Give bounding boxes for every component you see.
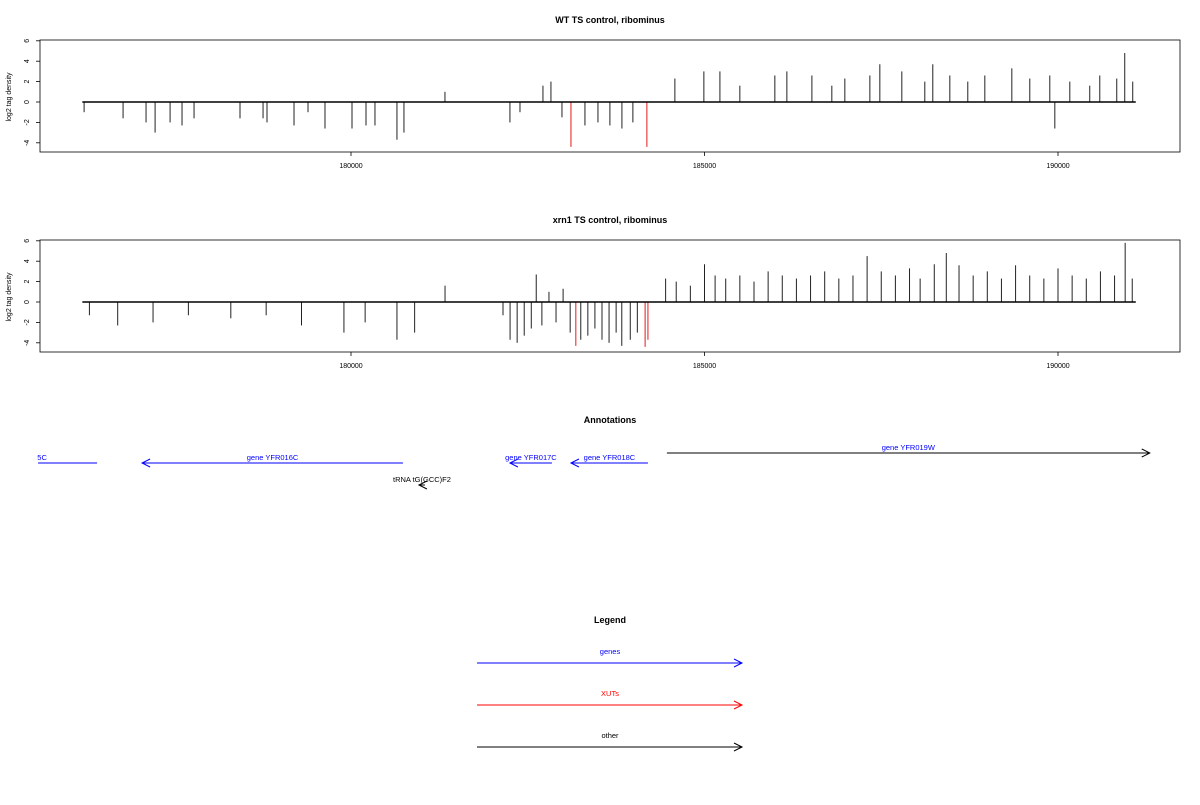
y-tick-label: -4	[24, 140, 31, 146]
feature-label: gene YFR019W	[882, 443, 936, 452]
wt-panel-title: WT TS control, ribominus	[555, 15, 665, 25]
xrn1-y-axis-label: log2 tag density	[6, 272, 13, 322]
wt-panel: WT TS control, ribominus log2 tag densit…	[6, 15, 1181, 170]
y-tick-label: 2	[24, 80, 31, 84]
y-tick-label: -2	[24, 119, 31, 125]
x-tick-label: 185000	[693, 363, 716, 370]
arrow-head-icon	[733, 742, 744, 752]
y-tick-label: 4	[24, 259, 31, 263]
annotations-title: Annotations	[584, 415, 637, 425]
arrow-head-icon	[508, 458, 519, 468]
y-tick-label: 0	[24, 300, 31, 304]
legend: Legend genes XUTs other	[477, 615, 744, 752]
y-tick-label: 2	[24, 280, 31, 284]
legend-title: Legend	[594, 615, 626, 625]
xrn1-panel: xrn1 TS control, ribominus log2 tag dens…	[6, 215, 1181, 370]
y-tick-label: 6	[24, 39, 31, 43]
plot-frame	[39, 239, 1181, 353]
legend-label: other	[601, 731, 619, 740]
feature-label: gene YFR016C	[247, 453, 299, 462]
xrn1-panel-title: xrn1 TS control, ribominus	[553, 215, 668, 225]
x-tick-label: 180000	[339, 363, 362, 370]
legend-label: genes	[600, 647, 621, 656]
annotations-panel: Annotations 5C gene YFR016C gene YFR017C ge…	[37, 415, 1151, 490]
arrow-head-icon	[733, 700, 744, 710]
arrow-head-icon	[569, 458, 580, 468]
feature-label: gene YFR017C	[505, 453, 557, 462]
x-tick-label: 185000	[693, 163, 716, 170]
feature-label: gene YFR018C	[584, 453, 636, 462]
x-tick-label: 190000	[1046, 363, 1069, 370]
y-tick-label: 0	[24, 100, 31, 104]
y-tick-label: 6	[24, 239, 31, 243]
x-tick-label: 180000	[339, 163, 362, 170]
arrow-head-icon	[1141, 448, 1151, 458]
wt-y-axis-label: log2 tag density	[6, 72, 13, 122]
feature-label: 5C	[37, 453, 47, 462]
y-tick-label: -2	[24, 319, 31, 325]
feature-label: tRNA tG(GCC)F2	[393, 475, 451, 484]
arrow-head-icon	[140, 458, 151, 468]
y-tick-label: -4	[24, 340, 31, 346]
x-tick-label: 190000	[1046, 163, 1069, 170]
legend-label: XUTs	[601, 689, 619, 698]
y-tick-label: 4	[24, 59, 31, 63]
arrow-head-icon	[417, 480, 428, 490]
arrow-head-icon	[733, 658, 744, 668]
plot-frame	[39, 39, 1181, 153]
